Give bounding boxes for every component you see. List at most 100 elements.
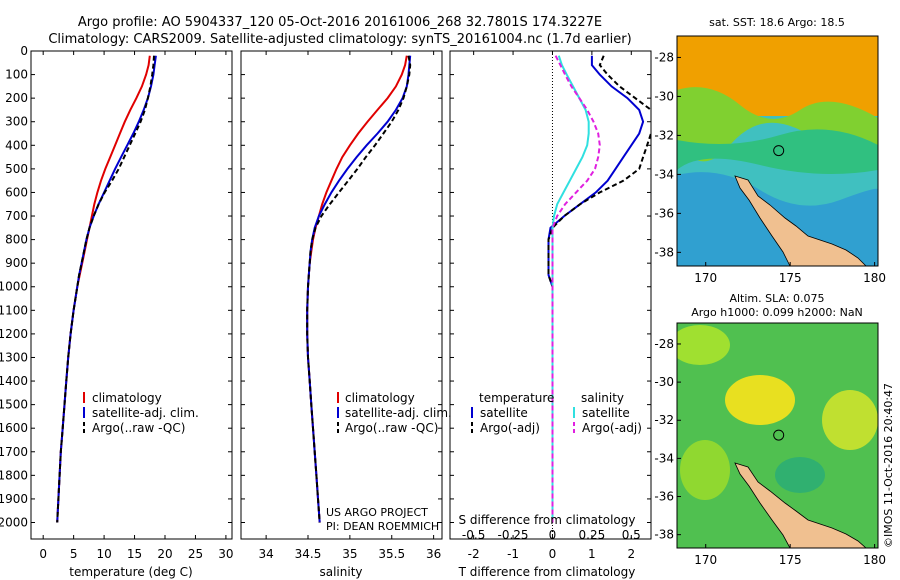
temperature-legend: climatology satellite-adj. clim. Argo(..… <box>83 391 199 435</box>
sst-map-ticks: 170 175 180 -28 -30 -32 -34 -36 -38 <box>654 50 886 285</box>
map-y-tick-label: -36 <box>654 490 674 504</box>
series-satellite <box>551 55 590 523</box>
map-y-tick-label: -38 <box>654 528 674 542</box>
y-tick-label: 200 <box>5 91 28 105</box>
legend-label-s-argo: Argo(-adj) <box>582 421 642 435</box>
y-tick-label: 2000 <box>0 515 28 529</box>
figure-title-line2: Climatology: CARS2009. Satellite-adjuste… <box>48 32 631 47</box>
x-tick-label: 0 <box>549 547 557 561</box>
difference-top-ticks: -0.5 -0.25 0 0.25 0.5 <box>462 528 641 542</box>
top-tick-label: -0.5 <box>462 528 485 542</box>
sla-map-ticks: 170 175 180 -28 -30 -32 -34 -36 -38 <box>654 337 886 567</box>
difference-panel: -2 -1 0 1 2 T difference from climatology S … <box>449 50 652 579</box>
temperature-lines <box>56 55 157 523</box>
temperature-axes-frame <box>30 50 233 540</box>
y-tick-label: 700 <box>5 209 28 223</box>
sla-map-title-line2: Argo h1000: 0.099 h2000: NaN <box>691 306 863 319</box>
salinity-ticks: 34 34.5 35 35.5 36 <box>241 50 442 561</box>
y-tick-label: 1600 <box>0 421 28 435</box>
y-tick-label: 1100 <box>0 303 28 317</box>
map-x-tick-label: 180 <box>863 553 886 567</box>
series-climatology <box>306 55 408 523</box>
map-x-tick-label: 175 <box>779 553 802 567</box>
top-tick-label: 0.5 <box>622 528 641 542</box>
map-y-tick-label: -32 <box>654 128 674 142</box>
difference-legend: temperature satellite Argo(-adj) salinit… <box>471 391 642 435</box>
map-y-tick-label: -28 <box>654 50 674 64</box>
x-tick-label: 1 <box>588 547 596 561</box>
sla-map-frame <box>676 322 879 549</box>
map-y-tick-label: -30 <box>654 89 674 103</box>
sst-map-frame <box>676 35 879 267</box>
sla-map-field <box>677 323 878 548</box>
temperature-panel: 0100200300400500600700800900100011001200… <box>0 44 234 579</box>
sla-field-blob <box>822 390 878 450</box>
temperature-xlabel: temperature (deg C) <box>69 565 192 579</box>
map-x-tick-label: 170 <box>694 553 717 567</box>
y-tick-label: 800 <box>5 233 28 247</box>
legend-label-t-satellite: satellite <box>480 406 528 420</box>
project-label: US ARGO PROJECT <box>326 506 428 519</box>
salinity-axes-frame <box>240 50 443 540</box>
x-tick-label: -1 <box>507 547 519 561</box>
legend-label-climatology: climatology <box>92 391 162 405</box>
salinity-lines <box>306 55 412 523</box>
y-tick-label: 0 <box>20 44 28 58</box>
x-tick-label: 30 <box>218 547 233 561</box>
figure-title-line1: Argo profile: AO 5904337_120 05-Oct-2016… <box>78 15 602 30</box>
x-tick-label: 0 <box>39 547 47 561</box>
y-tick-label: 1700 <box>0 445 28 459</box>
y-tick-label: 900 <box>5 256 28 270</box>
argo-float-marker <box>773 145 785 157</box>
y-tick-label: 300 <box>5 115 28 129</box>
pi-label: PI: DEAN ROEMMICH <box>326 520 439 533</box>
x-tick-label: 15 <box>127 547 142 561</box>
sst-field-transition <box>677 87 878 162</box>
series-argo-raw-qc <box>56 55 155 523</box>
difference-ticks: -2 -1 0 1 2 <box>450 50 651 561</box>
x-tick-label: 35.5 <box>378 547 405 561</box>
x-tick-label: 2 <box>627 547 635 561</box>
legend-label-s-satellite: satellite <box>582 406 630 420</box>
y-tick-label: 600 <box>5 185 28 199</box>
y-tick-label: 400 <box>5 138 28 152</box>
x-tick-label: 25 <box>188 547 203 561</box>
temperature-ticks: 0100200300400500600700800900100011001200… <box>0 44 234 561</box>
salinity-legend: climatology satellite-adj. clim. Argo(..… <box>337 391 452 435</box>
difference-axes-frame <box>449 50 652 540</box>
difference-xlabel-bottom: T difference from climatology <box>458 565 636 579</box>
x-tick-label: 36 <box>426 547 441 561</box>
map-y-tick-label: -34 <box>654 451 674 465</box>
sla-map-title-line1: Altim. SLA: 0.075 <box>729 292 824 305</box>
x-tick-label: 5 <box>70 547 78 561</box>
x-tick-label: 35 <box>342 547 357 561</box>
land-new-zealand <box>734 462 867 548</box>
map-y-tick-label: -30 <box>654 375 674 389</box>
map-y-tick-label: -32 <box>654 413 674 427</box>
series-argo-raw-qc <box>306 55 412 523</box>
sla-field-blob <box>677 325 730 365</box>
map-y-tick-label: -34 <box>654 167 674 181</box>
series-satellite-adj-clim <box>306 55 412 523</box>
x-tick-label: 20 <box>157 547 172 561</box>
legend-label-argo: Argo(..raw -QC) <box>92 421 185 435</box>
sst-map: sat. SST: 18.6 Argo: 18.5 170 175 180 -28 -3… <box>654 16 886 285</box>
difference-lines <box>547 51 651 539</box>
y-tick-label: 100 <box>5 68 28 82</box>
sla-field-blob <box>680 440 730 500</box>
y-tick-label: 1300 <box>0 350 28 364</box>
y-tick-label: 1900 <box>0 492 28 506</box>
map-x-tick-label: 170 <box>694 271 717 285</box>
legend-label-satellite: satellite-adj. clim. <box>345 406 452 420</box>
y-tick-label: 1800 <box>0 468 28 482</box>
x-tick-label: -2 <box>468 547 480 561</box>
difference-xlabel-top: S difference from climatology <box>459 513 636 527</box>
legend-title-salinity: salinity <box>581 391 624 405</box>
map-x-tick-label: 180 <box>863 271 886 285</box>
x-tick-label: 10 <box>96 547 111 561</box>
y-tick-label: 1000 <box>0 280 28 294</box>
map-x-tick-label: 175 <box>779 271 802 285</box>
argo-float-marker <box>773 429 785 441</box>
sst-map-title: sat. SST: 18.6 Argo: 18.5 <box>709 16 845 29</box>
